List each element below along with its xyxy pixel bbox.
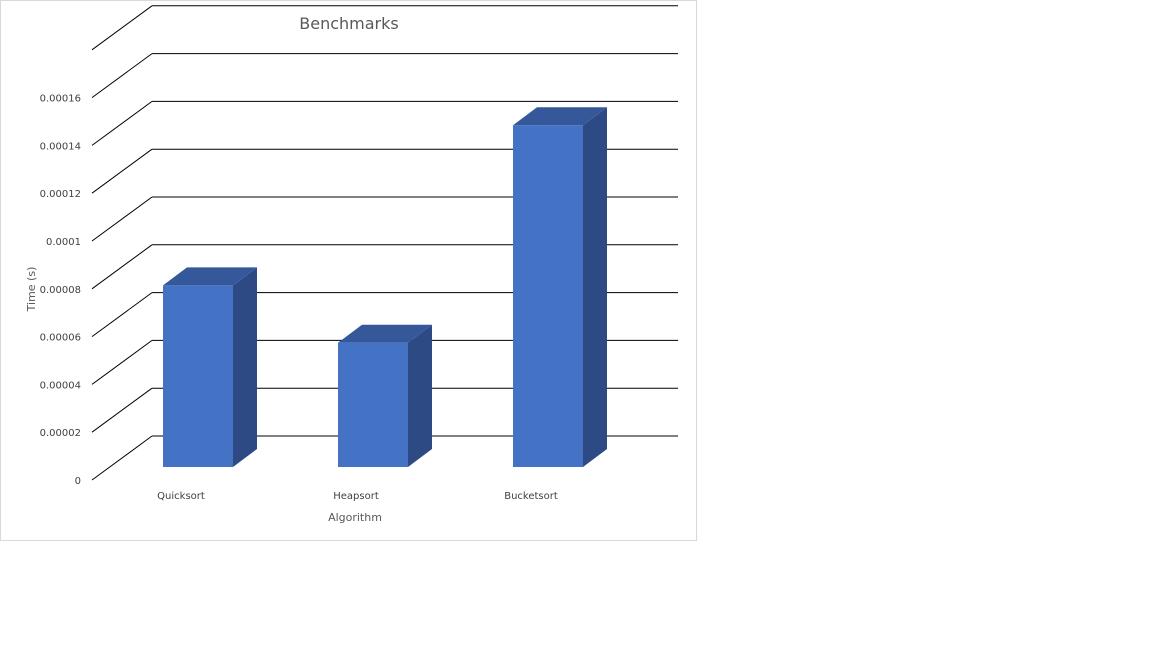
y-axis-ticks: 0 0.00002 0.00004 0.00006 0.00008 0.0001 0.000… — [40, 94, 81, 487]
gridline-diagonal — [91, 292, 153, 338]
x-axis-ticks: Quicksort Heapsort Bucketsort — [157, 491, 558, 502]
bar-side — [233, 267, 257, 467]
bar-side — [583, 107, 607, 467]
bar-top — [338, 324, 432, 343]
bar-chart: Benchmarks 0 0.00002 0.00004 0.00006 0.00008… — [25, 5, 678, 524]
y-axis-title: Time (s) — [25, 267, 38, 313]
gridline-diagonal — [91, 100, 153, 146]
bar-front — [338, 342, 408, 467]
bar-side — [408, 324, 432, 467]
gridline-diagonal — [91, 148, 153, 194]
bars — [163, 107, 607, 467]
gridline-diagonal — [91, 244, 153, 290]
chart-area: Benchmarks 0 0.00002 0.00004 0.00006 0.00008… — [0, 0, 697, 541]
y-tick-label: 0.00012 — [40, 189, 81, 200]
y-tick-label: 0.00006 — [40, 333, 81, 344]
chart-title: Benchmarks — [299, 14, 398, 33]
bar-heapsort — [338, 324, 432, 467]
x-tick-label: Quicksort — [157, 491, 205, 502]
gridline-diagonal — [91, 339, 153, 385]
bar-front — [513, 125, 583, 467]
y-tick-label: 0 — [75, 476, 81, 487]
x-axis-title: Algorithm — [328, 511, 382, 524]
gridline-diagonal — [91, 387, 153, 433]
gridline-diagonal — [91, 5, 153, 51]
x-tick-label: Heapsort — [333, 491, 379, 502]
y-tick-label: 0.00008 — [40, 285, 81, 296]
y-tick-label: 0.00002 — [40, 428, 81, 439]
x-tick-label: Bucketsort — [504, 491, 558, 502]
bar-top — [513, 107, 607, 126]
gridline-diagonal — [91, 196, 153, 242]
gridline-diagonal — [91, 53, 153, 99]
y-tick-label: 0.00004 — [40, 380, 81, 391]
y-tick-label: 0.0001 — [46, 237, 81, 248]
bar-bucketsort — [513, 107, 607, 467]
bar-top — [163, 267, 257, 286]
y-tick-label: 0.00014 — [40, 141, 81, 152]
bar-front — [163, 285, 233, 467]
gridline-diagonal — [91, 435, 153, 481]
y-tick-label: 0.00016 — [40, 94, 81, 105]
bar-quicksort — [163, 267, 257, 467]
